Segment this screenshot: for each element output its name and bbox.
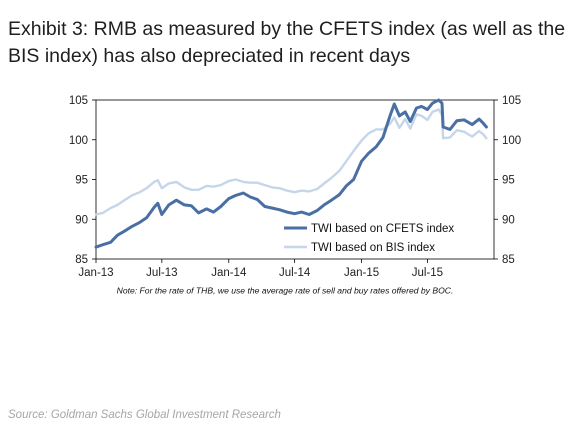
- exhibit-title: Exhibit 3: RMB as measured by the CFETS …: [8, 18, 566, 67]
- y-tick-label-left: 85: [75, 254, 88, 266]
- y-tick-label-left: 100: [69, 135, 88, 147]
- x-tick-label: Jan-14: [211, 267, 247, 279]
- y-tick-label-right: 95: [502, 175, 515, 187]
- y-tick-label-right: 85: [502, 254, 515, 266]
- legend-label-cfets: TWI based on CFETS index: [311, 223, 454, 235]
- legend: TWI based on CFETS index TWI based on BIS…: [284, 223, 454, 254]
- plot-frame: [95, 99, 495, 260]
- y-tick-label-left: 105: [69, 95, 88, 107]
- x-tick-label: Jan-13: [78, 267, 113, 279]
- y-tick-label-right: 105: [502, 95, 521, 107]
- source-note: Source: Goldman Sachs Global Investment …: [8, 409, 281, 421]
- x-tick-label: Jul-14: [279, 267, 311, 279]
- legend-label-bis: TWI based on BIS index: [311, 242, 435, 254]
- series-line-cfets: [94, 98, 488, 249]
- x-tick-label: Jul-13: [146, 267, 177, 279]
- y-tick-label-left: 90: [75, 214, 88, 226]
- x-tick-label: Jul-15: [412, 267, 443, 279]
- chart-note: Note: For the rate of THB, we use the av…: [117, 286, 454, 296]
- axes: 85 90 95 100 105 85 90 95 100 105 Jan-13 Jul-13 Jan-…: [69, 95, 521, 279]
- series-layer: [94, 98, 488, 249]
- x-tick-label: Jan-15: [344, 267, 379, 279]
- y-tick-label-left: 95: [75, 175, 88, 187]
- y-tick-label-right: 100: [502, 135, 521, 147]
- y-tick-label-right: 90: [502, 214, 515, 226]
- series-line-bis: [94, 108, 488, 216]
